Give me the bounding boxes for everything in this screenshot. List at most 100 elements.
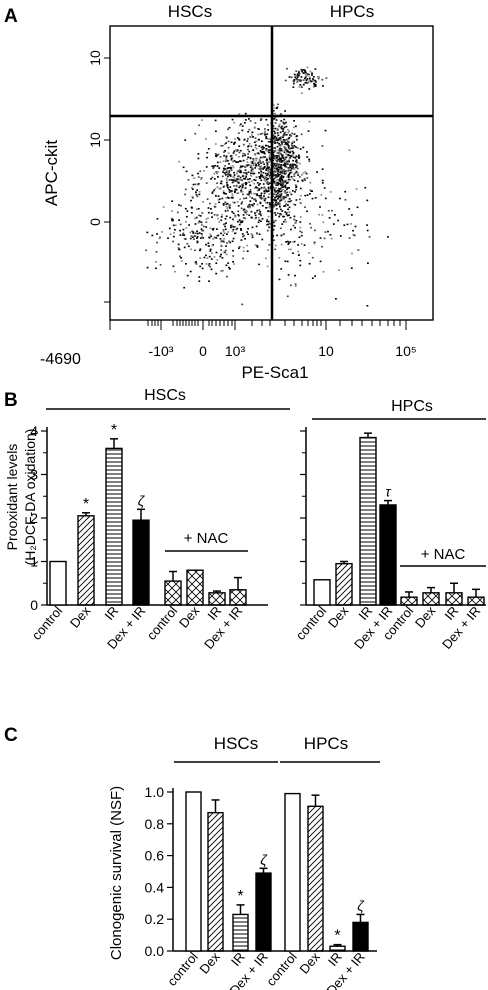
scatter-point — [192, 232, 195, 234]
scatter-point — [220, 219, 223, 222]
scatter-point — [304, 179, 306, 181]
scatter-point — [225, 142, 227, 144]
scatter-point — [282, 175, 285, 178]
scatter-point — [290, 200, 293, 202]
scatter-point — [281, 210, 284, 212]
scatter-point — [172, 265, 175, 268]
scatter-point — [272, 157, 275, 159]
scatter-point — [278, 160, 281, 163]
scatter-point — [287, 248, 290, 251]
scatter-point — [217, 171, 219, 173]
scatter-point — [265, 190, 268, 193]
scatter-point — [232, 212, 235, 215]
scatter-point — [258, 213, 261, 215]
scatter-point — [292, 80, 294, 82]
scatter-point — [258, 163, 260, 166]
scatter-point — [221, 214, 223, 216]
scatter-point — [227, 186, 229, 189]
scatter-point — [184, 207, 187, 210]
scatter-point — [211, 165, 214, 167]
scatter-point — [190, 248, 192, 251]
scatter-point — [284, 158, 287, 160]
scatter-point — [280, 182, 283, 185]
scatter-point — [241, 125, 244, 127]
scatter-point — [305, 172, 308, 175]
scatter-point — [230, 154, 233, 157]
scatter-point — [250, 216, 253, 219]
scatter-point — [298, 198, 301, 201]
scatter-point — [263, 152, 266, 155]
scatter-point — [295, 220, 298, 222]
scatter-point — [232, 166, 235, 169]
scatter-point — [281, 189, 283, 192]
y-tick-label: 1 — [30, 554, 38, 570]
scatter-point — [259, 165, 261, 168]
prooxidant-y-axis-label: Prooxidant levels — [4, 444, 20, 551]
scatter-point — [155, 251, 158, 253]
scatter-point — [284, 218, 287, 221]
scatter-point — [241, 191, 244, 193]
scatter-point — [293, 173, 296, 175]
scatter-point — [182, 232, 185, 235]
scatter-point — [236, 201, 239, 203]
scatter-point — [255, 147, 258, 150]
scatter-point — [285, 161, 288, 163]
scatter-point — [254, 122, 257, 124]
scatter-point — [306, 194, 309, 196]
scatter-point — [231, 165, 234, 167]
scatter-point — [295, 70, 298, 72]
scatter-point — [288, 167, 291, 169]
scatter-point — [197, 183, 199, 186]
scatter-point — [284, 156, 287, 159]
scatter-point — [285, 221, 287, 223]
scatter-point — [173, 231, 175, 234]
scatter-point — [251, 170, 254, 173]
scatter-point — [277, 166, 280, 169]
scatter-point — [283, 191, 286, 194]
scatter-point — [320, 194, 323, 196]
scatter-point — [256, 193, 258, 195]
scatter-point — [291, 147, 294, 149]
scatter-point — [280, 190, 283, 193]
scatter-point — [237, 220, 239, 223]
scatter-point — [283, 233, 285, 235]
scatter-point — [280, 234, 283, 237]
scatter-point — [264, 175, 267, 178]
scatter-point — [235, 185, 238, 188]
scatter-point — [233, 188, 236, 191]
scatter-point — [279, 227, 282, 230]
scatter-point — [207, 217, 209, 219]
scatter-point — [269, 171, 271, 173]
scatter-point — [276, 106, 279, 109]
scatter-point — [215, 130, 217, 133]
scatter-point — [287, 154, 290, 157]
scatter-point — [241, 183, 244, 186]
scatter-point — [268, 166, 270, 169]
scatter-point — [217, 217, 219, 220]
scatter-point — [272, 182, 275, 185]
scatter-point — [343, 224, 346, 226]
scatter-point — [348, 237, 351, 239]
scatter-point — [199, 265, 202, 268]
scatter-point — [223, 241, 225, 243]
scatter-point — [291, 167, 293, 170]
scatter-point — [277, 163, 280, 166]
scatter-point — [227, 209, 229, 212]
scatter-point — [243, 122, 246, 124]
scatter-point — [309, 223, 311, 225]
scatter-point — [203, 225, 205, 228]
scatter-point — [268, 206, 271, 208]
scatter-point — [221, 175, 224, 178]
scatter-point — [284, 172, 287, 174]
scatter-point — [242, 250, 245, 253]
scatter-point — [234, 180, 237, 182]
scatter-point — [255, 211, 258, 213]
scatter-point — [220, 232, 222, 235]
scatter-point — [318, 213, 320, 216]
scatter-point — [282, 197, 285, 200]
scatter-point — [268, 175, 271, 177]
scatter-point — [265, 207, 267, 209]
scatter-point — [251, 234, 254, 237]
scatter-point — [267, 223, 269, 226]
scatter-point — [237, 205, 240, 207]
